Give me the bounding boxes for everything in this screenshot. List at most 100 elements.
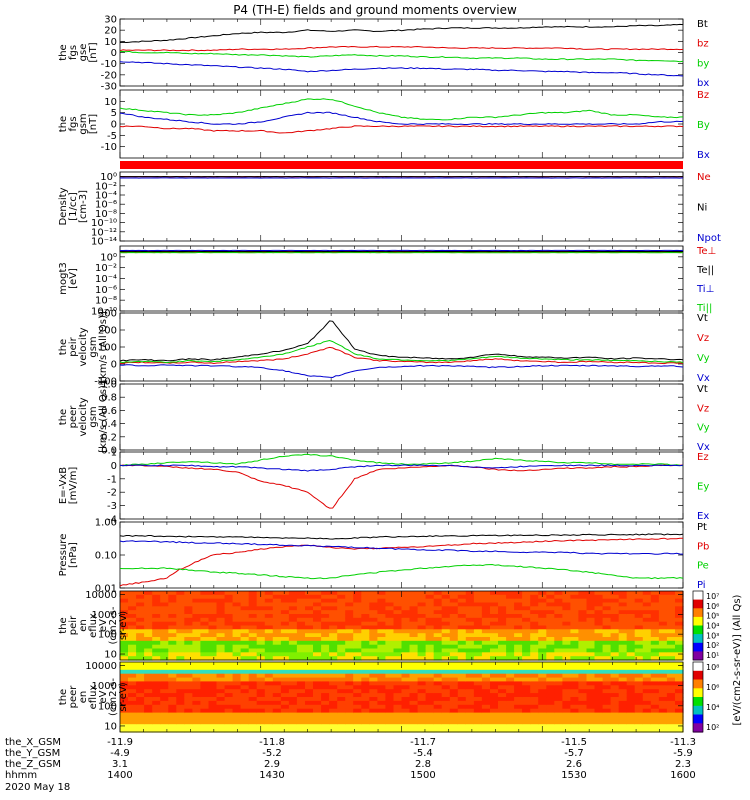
heat-cell <box>313 610 322 615</box>
heat-cell <box>232 677 242 683</box>
heat-cell <box>490 629 499 634</box>
y-tick-label: -1 <box>107 474 117 485</box>
heat-cell <box>490 656 499 661</box>
heat-cell <box>666 606 676 611</box>
heat-cell <box>337 681 346 686</box>
heat-cell <box>642 625 652 630</box>
heat-cell <box>578 662 587 667</box>
heat-cell <box>457 633 467 638</box>
heat-cell <box>184 728 193 733</box>
heat-cell <box>626 652 636 657</box>
heat-cell <box>337 614 346 619</box>
heat-cell <box>658 591 668 596</box>
heat-cell <box>538 633 547 638</box>
heat-cell <box>610 640 620 646</box>
heat-cell <box>666 594 676 600</box>
heat-cell <box>152 598 161 604</box>
heat-cell <box>353 598 362 604</box>
heat-cell <box>184 669 193 675</box>
heat-cell <box>506 644 515 650</box>
heat-cell <box>152 648 161 653</box>
y-tick-label: 10⁻¹⁰ <box>91 307 117 318</box>
heat-cell <box>417 704 427 710</box>
heat-cell <box>498 728 507 733</box>
heat-cell <box>369 640 378 646</box>
heat-cell <box>160 665 169 671</box>
heat-cell <box>401 610 411 615</box>
heat-cell <box>594 693 604 698</box>
heat-cell <box>401 625 411 630</box>
heat-cell <box>562 637 571 642</box>
heat-cell <box>168 656 177 661</box>
heat-cell <box>288 697 298 702</box>
heat-cell <box>642 640 652 646</box>
heat-cell <box>594 728 604 733</box>
heat-cell <box>385 652 394 657</box>
heat-cell <box>570 614 579 619</box>
heat-cell <box>658 697 668 702</box>
heat-cell <box>120 693 129 698</box>
heat-cell <box>457 610 467 615</box>
heat-cell <box>675 665 684 671</box>
heat-cell <box>473 629 483 634</box>
heat-cell <box>465 606 475 611</box>
heat-cell <box>329 640 338 646</box>
heat-cell <box>626 728 636 733</box>
heat-cell <box>353 704 362 710</box>
heat-cell <box>433 693 443 698</box>
heat-cell <box>128 673 137 679</box>
heat-cell <box>594 720 604 725</box>
heat-cell <box>393 614 403 619</box>
panel-frame <box>119 521 684 589</box>
heat-cell <box>305 689 314 694</box>
heat-cell <box>136 617 145 623</box>
heat-cell <box>409 669 419 675</box>
heat-cell <box>200 606 209 611</box>
heat-cell <box>634 621 644 627</box>
heat-cell <box>377 700 386 706</box>
heat-cell <box>288 704 298 710</box>
heat-cell <box>578 614 587 619</box>
heat-cell <box>369 629 378 634</box>
heat-cell <box>530 652 539 657</box>
heat-cell <box>538 644 547 650</box>
heat-cell <box>514 704 523 710</box>
heat-cell <box>538 625 547 630</box>
heat-cell <box>192 656 201 661</box>
heat-cell <box>296 617 306 623</box>
heat-cell <box>449 606 459 611</box>
y-axis-label: peir <box>68 615 79 635</box>
heat-cell <box>610 685 620 690</box>
heat-cell <box>618 637 628 642</box>
heat-cell <box>296 700 306 706</box>
heat-cell <box>610 656 620 661</box>
heat-cell <box>120 669 129 675</box>
heat-cell <box>160 610 169 615</box>
heat-cell <box>329 689 338 694</box>
heat-cell <box>144 716 153 721</box>
heat-cell <box>578 689 587 694</box>
heat-cell <box>522 665 531 671</box>
heat-cell <box>288 644 298 650</box>
heat-cell <box>136 669 145 675</box>
heat-cell <box>626 677 636 683</box>
heat-cell <box>642 598 652 604</box>
colorbar-segment <box>693 662 703 672</box>
heat-cell <box>369 720 378 725</box>
heat-cell <box>634 606 644 611</box>
heat-cell <box>642 656 652 661</box>
heat-cell <box>305 693 314 698</box>
heat-cell <box>184 598 193 604</box>
heat-cell <box>305 640 314 646</box>
heat-cell <box>224 610 234 615</box>
heat-cell <box>425 693 435 698</box>
heat-cell <box>168 621 177 627</box>
heat-cell <box>160 652 169 657</box>
heat-cell <box>296 625 306 630</box>
heat-cell <box>393 662 403 667</box>
heat-cell <box>441 677 451 683</box>
heat-cell <box>578 720 587 725</box>
heat-cell <box>305 665 314 671</box>
